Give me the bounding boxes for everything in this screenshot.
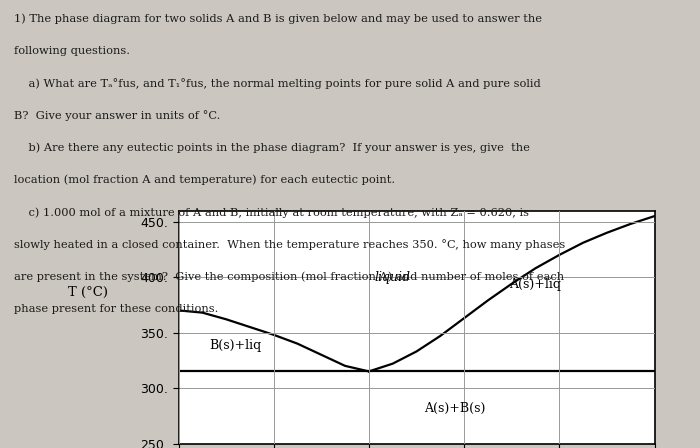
- Text: liquid: liquid: [374, 271, 411, 284]
- Text: T (°C): T (°C): [67, 285, 108, 299]
- Text: slowly heated in a closed container.  When the temperature reaches 350. °C, how : slowly heated in a closed container. Whe…: [14, 239, 566, 250]
- Text: are present in the system?  Give the composition (mol fraction A) and number of : are present in the system? Give the comp…: [14, 271, 564, 282]
- Text: B?  Give your answer in units of °C.: B? Give your answer in units of °C.: [14, 110, 220, 121]
- Text: A(s)+B(s): A(s)+B(s): [424, 401, 485, 414]
- Text: following questions.: following questions.: [14, 46, 130, 56]
- Text: location (mol fraction A and temperature) for each eutectic point.: location (mol fraction A and temperature…: [14, 175, 395, 185]
- Text: phase present for these conditions.: phase present for these conditions.: [14, 304, 218, 314]
- Text: 1) The phase diagram for two solids A and B is given below and may be used to an: 1) The phase diagram for two solids A an…: [14, 13, 542, 24]
- Text: A(s)+liq: A(s)+liq: [510, 278, 561, 291]
- Text: a) What are Tₐ°fus, and T₁°fus, the normal melting points for pure solid A and p: a) What are Tₐ°fus, and T₁°fus, the norm…: [14, 78, 540, 89]
- Text: B(s)+liq: B(s)+liq: [209, 340, 262, 353]
- Text: b) Are there any eutectic points in the phase diagram?  If your answer is yes, g: b) Are there any eutectic points in the …: [14, 142, 530, 153]
- Text: c) 1.000 mol of a mixture of A and B, initially at room temperature, with Zₐ = 0: c) 1.000 mol of a mixture of A and B, in…: [14, 207, 529, 218]
